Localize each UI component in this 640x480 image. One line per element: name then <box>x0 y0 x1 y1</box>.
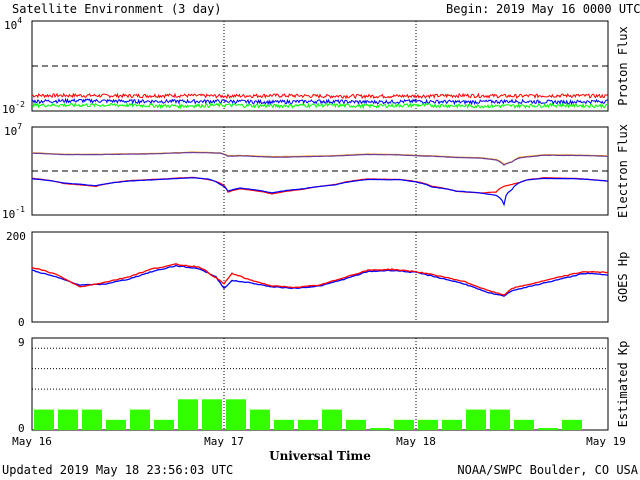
goes-hp-panel <box>31 231 609 323</box>
kp-bar <box>58 409 78 430</box>
proton-ytick-top: 104 <box>4 16 22 32</box>
kp-bar <box>34 409 54 430</box>
kp-bar <box>298 419 318 430</box>
kp-bar <box>130 409 150 430</box>
kp-bar <box>178 399 198 430</box>
kp-bar <box>562 419 582 430</box>
kp-bar <box>538 428 558 430</box>
electron-flux-series <box>31 151 609 207</box>
proton-flux-series <box>31 92 609 110</box>
electron-ytick-bottom: 10-1 <box>2 205 25 221</box>
estimated-kp-panel <box>31 337 609 431</box>
goes-hp-series <box>31 263 609 297</box>
electron-ytick-top: 107 <box>4 122 22 138</box>
xtick-may18: May 18 <box>396 435 436 448</box>
noaa-credit: NOAA/SWPC Boulder, CO USA <box>457 463 638 477</box>
goes-hp-label: GOES Hp <box>616 252 630 303</box>
kp-bar <box>466 409 486 430</box>
kp-bar <box>370 428 390 430</box>
updated-timestamp: Updated 2019 May 18 23:56:03 UTC <box>2 463 233 477</box>
kp-bar <box>418 419 438 430</box>
kp-bar <box>394 419 414 430</box>
hp-ytick-bottom: 0 <box>18 316 25 329</box>
proton-ytick-bottom: 10-2 <box>2 100 25 116</box>
kp-bar <box>106 419 126 430</box>
day-separators <box>223 21 417 430</box>
kp-bar <box>226 399 246 430</box>
kp-bars <box>34 399 582 430</box>
kp-bar <box>442 419 462 430</box>
kp-bar <box>274 419 294 430</box>
kp-bar <box>82 409 102 430</box>
xtick-may16: May 16 <box>12 435 52 448</box>
series-line-red <box>31 263 609 296</box>
xtick-may19: May 19 <box>586 435 626 448</box>
kp-ytick-bottom: 0 <box>18 422 25 435</box>
series-line-green <box>31 102 609 110</box>
series-line-blue <box>31 177 609 207</box>
kp-bar <box>202 399 222 430</box>
series-line-red <box>31 176 609 195</box>
begin-label: Begin: <box>446 2 489 16</box>
kp-bar <box>154 419 174 430</box>
electron-flux-panel <box>31 126 609 216</box>
begin-value: 2019 May 16 0000 UTC <box>496 2 640 16</box>
series-line-blue <box>31 97 609 106</box>
kp-bar <box>250 409 270 430</box>
kp-bar <box>346 419 366 430</box>
series-line-purple <box>32 151 608 166</box>
series-line-blue <box>31 264 609 297</box>
chart-title: Satellite Environment (3 day) <box>12 2 222 16</box>
kp-bar <box>514 419 534 430</box>
xtick-may17: May 17 <box>204 435 244 448</box>
kp-bar <box>490 409 510 430</box>
x-axis-title: Universal Time <box>269 449 371 463</box>
electron-flux-label: Electron Flux <box>616 124 630 218</box>
kp-bar <box>322 409 342 430</box>
estimated-kp-label: Estimated Kp <box>616 341 630 428</box>
proton-flux-label: Proton Flux <box>616 26 630 105</box>
kp-ytick-top: 9 <box>18 336 25 349</box>
hp-ytick-top: 200 <box>6 230 26 243</box>
series-line-red <box>31 92 609 100</box>
